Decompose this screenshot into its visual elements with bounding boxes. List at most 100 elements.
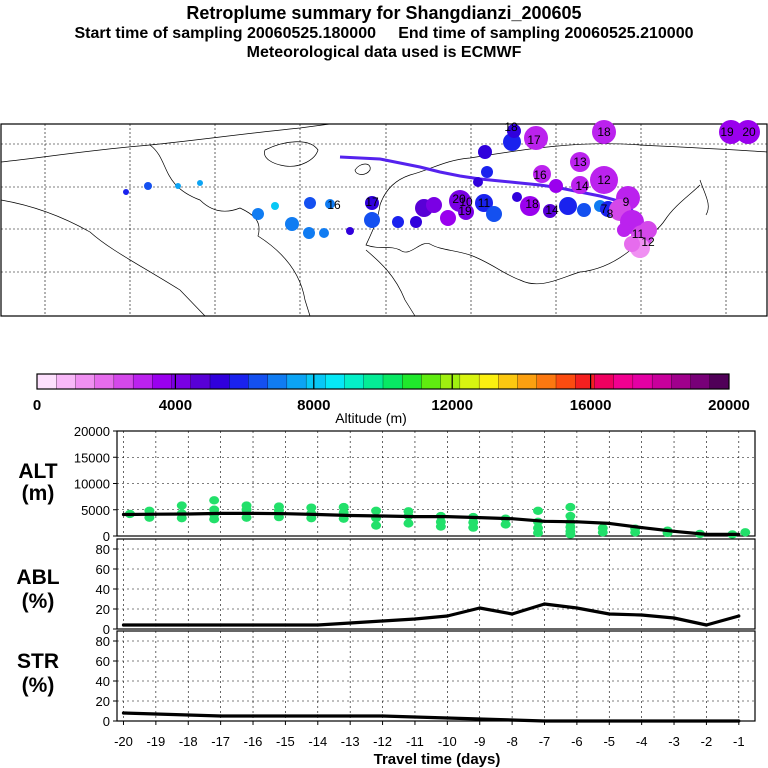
str-median-point — [219, 714, 223, 718]
colorbar-cell — [75, 373, 96, 390]
altitude-sample-point — [371, 506, 382, 515]
map-frame — [0, 123, 768, 317]
day-label: 19 — [458, 204, 472, 218]
plume-cluster-marker — [325, 199, 335, 209]
str-median-point — [413, 715, 417, 719]
alt-median-point — [575, 520, 579, 524]
altitude-sample-point — [565, 511, 576, 521]
day-label: 14 — [575, 179, 589, 193]
plume-cluster-marker — [285, 217, 299, 231]
altitude-sample-point — [533, 506, 544, 515]
plume-cluster-marker — [559, 197, 577, 215]
plume-cluster-marker — [346, 227, 354, 235]
plume-cluster-marker — [304, 197, 316, 209]
colorbar-cell — [613, 373, 634, 390]
abl-median-point — [283, 623, 288, 627]
x-tick-label: -17 — [211, 734, 230, 749]
str-median-point — [445, 716, 449, 720]
altitude-sample-point — [241, 513, 252, 522]
x-tick-label: -16 — [244, 734, 263, 749]
day-label: 20 — [742, 125, 756, 139]
colorbar-cell — [594, 373, 615, 390]
plume-cluster-marker — [303, 227, 315, 239]
colorbar-cell — [305, 373, 326, 390]
colorbar-tick-label: 8000 — [297, 397, 330, 414]
str-panel-label: STR — [17, 650, 59, 673]
alt-median-point — [251, 511, 255, 516]
plume-cluster-marker — [577, 203, 591, 217]
plume-cluster-marker — [617, 223, 631, 237]
altitude-colorbar: 0 4000 8000 12000 16000 20000 Altitude (m) — [33, 373, 750, 426]
plume-cluster-marker — [364, 212, 380, 228]
colorbar-cell — [152, 373, 173, 390]
abl-median-point — [121, 623, 126, 627]
str-panel: 0 20 40 60 80 — [96, 630, 756, 729]
colorbar-cell — [382, 373, 403, 390]
coastline-iceland — [354, 163, 371, 175]
str-median-point — [348, 714, 352, 718]
colorbar-cell — [56, 373, 76, 390]
abl-median-point — [154, 623, 158, 627]
plume-cluster-marker — [426, 197, 442, 213]
str-median-point — [154, 712, 158, 716]
map-graticule — [1, 124, 767, 316]
alt-median-point — [283, 512, 288, 516]
day-label: 10 — [459, 195, 473, 209]
plume-cluster-marker — [392, 216, 404, 228]
str-panel-unit: (%) — [22, 674, 55, 697]
alt-median-line — [123, 511, 739, 536]
altitude-sample-point — [338, 502, 349, 512]
abl-median-line — [123, 602, 740, 627]
altitude-sample-point — [403, 507, 414, 516]
plume-cluster-marker — [319, 228, 329, 238]
x-tick-label: -20 — [114, 734, 133, 749]
alt-median-point — [316, 512, 320, 517]
abl-median-point — [607, 612, 611, 616]
altitude-sample-point — [209, 505, 220, 514]
str-panel-frame — [116, 630, 756, 722]
altitude-sample-point — [241, 501, 252, 510]
plume-cluster-marker — [440, 210, 456, 226]
day-label: 7 — [601, 202, 608, 216]
colorbar-cell — [229, 373, 249, 390]
day-label: 18 — [525, 197, 539, 211]
str-y-tick-label: 80 — [96, 634, 110, 649]
colorbar-cell — [632, 373, 653, 390]
alt-median-point — [413, 514, 417, 519]
plume-cluster-marker — [533, 165, 551, 183]
plume-cluster-marker — [549, 179, 563, 193]
x-tick-label: -2 — [701, 734, 713, 749]
day-label: 11 — [478, 196, 491, 210]
day-label: 8 — [607, 207, 614, 221]
str-median-point — [316, 714, 320, 718]
abl-median-point — [575, 606, 579, 610]
abl-median-point — [672, 616, 676, 620]
plume-cluster-marker — [570, 152, 590, 172]
colorbar-cell — [555, 373, 576, 390]
plume-cluster-marker — [473, 177, 483, 187]
start-time-label: Start time of sampling 20060525.180000 — [74, 25, 377, 42]
str-y-tick-label: 20 — [96, 694, 110, 709]
plume-cluster-marker — [590, 166, 618, 194]
day-label: 16 — [533, 168, 547, 182]
alt-median-point — [640, 526, 644, 530]
str-y-tick-label: 60 — [96, 654, 110, 669]
coastline-africa — [365, 249, 416, 317]
abl-median-point — [445, 614, 449, 618]
str-y-tick-label: 40 — [96, 674, 110, 689]
alt-median-point — [737, 532, 741, 537]
x-tick-label: -14 — [308, 734, 327, 749]
alt-panel: 0 5000 10000 15000 20000 — [74, 424, 756, 544]
day-label: 11 — [632, 227, 645, 241]
plume-cluster-marker — [478, 145, 492, 159]
str-median-point — [186, 713, 190, 717]
day-label: 16 — [327, 198, 341, 212]
colorbar-cells — [36, 373, 730, 390]
abl-panel-unit: (%) — [22, 590, 55, 613]
colorbar-cell — [421, 373, 442, 390]
str-median-point — [251, 714, 255, 718]
abl-median-point — [380, 619, 385, 623]
plume-cluster-marker — [123, 189, 129, 195]
alt-y-tick-label: 10000 — [74, 477, 110, 492]
